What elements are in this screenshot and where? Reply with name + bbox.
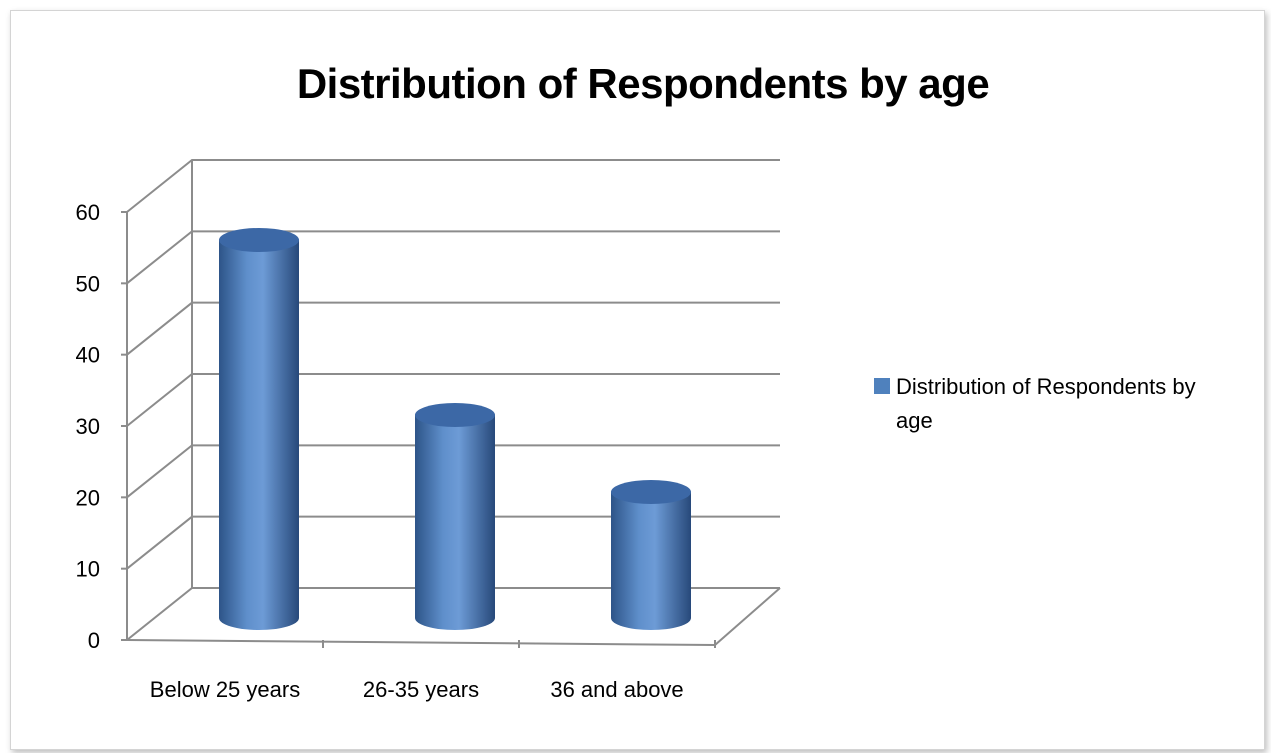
- axis-layer: [121, 160, 781, 648]
- legend-label: Distribution of Respondents by age: [896, 374, 1196, 433]
- y-tick-label: 40: [76, 343, 100, 368]
- bar: [611, 480, 691, 630]
- bar-body: [415, 415, 495, 630]
- y-tick-label: 20: [76, 485, 100, 510]
- y-tick-label: 60: [76, 200, 100, 225]
- bar-layer: [219, 228, 691, 630]
- legend-swatch: [874, 378, 890, 394]
- bar: [415, 403, 495, 630]
- chart-title: Distribution of Respondents by age: [296, 60, 990, 107]
- y-tick-label: 30: [76, 414, 100, 439]
- gridline: [126, 159, 780, 213]
- bar-top: [611, 480, 691, 504]
- bar-body: [611, 492, 691, 630]
- bar-top: [219, 228, 299, 252]
- floor-edge: [714, 587, 781, 646]
- label-layer: 0 10 20 30 40 50 60 Below 25 years 26-35 years 36…: [76, 200, 684, 702]
- x-category-label: 36 and above: [550, 677, 683, 702]
- y-tick-label: 10: [76, 557, 100, 582]
- x-axis-line: [126, 639, 716, 646]
- x-category-label: Below 25 years: [150, 677, 300, 702]
- x-category-label: 26-35 years: [363, 677, 479, 702]
- y-tick-label: 50: [76, 271, 100, 296]
- bar-top: [415, 403, 495, 427]
- bar-body: [219, 240, 299, 630]
- bar: [219, 228, 299, 630]
- y-tick-label: 0: [88, 628, 100, 653]
